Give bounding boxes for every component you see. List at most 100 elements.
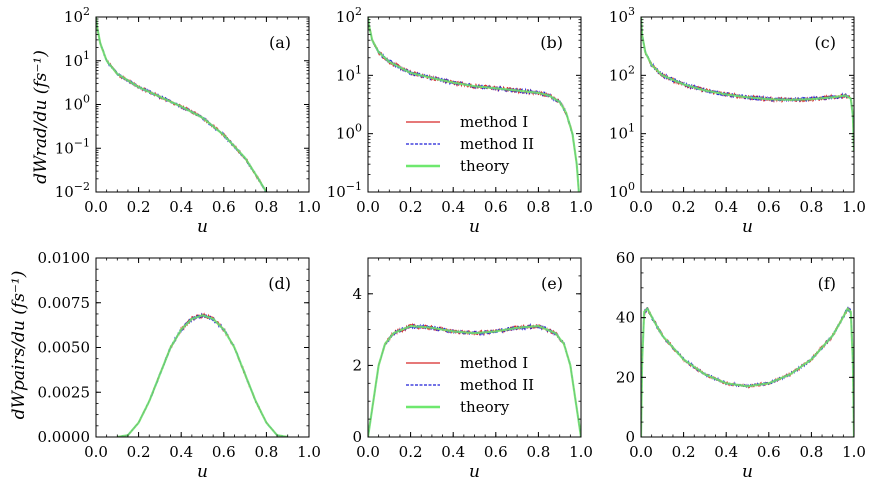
legend-item: method II xyxy=(406,135,534,153)
panel-f: 0.0 0.2 0.4 0.6 0.8 1.0 u 0 20 40 60 (f) xyxy=(616,249,866,482)
x-tick-label: 0.0 xyxy=(629,443,653,461)
series-method-2 xyxy=(117,312,288,437)
x-tick-label: 0.6 xyxy=(757,443,781,461)
x-axis-label: u xyxy=(197,462,208,482)
x-tick-label: 0.4 xyxy=(169,198,193,216)
x-tick-label: 0.8 xyxy=(526,198,550,216)
series-method-2 xyxy=(641,306,854,437)
x-tick-label: 0.2 xyxy=(399,443,423,461)
x-tick-label: 0.8 xyxy=(526,443,550,461)
x-tick-label: 0.6 xyxy=(484,443,508,461)
y-tick-label: 40 xyxy=(616,309,635,327)
series-theory xyxy=(641,17,854,152)
panel-label: (c) xyxy=(815,33,836,52)
x-tick-label: 0.6 xyxy=(757,198,781,216)
legend-item: theory xyxy=(406,157,510,175)
panel-label: (d) xyxy=(268,274,291,293)
x-tick-label: 1.0 xyxy=(842,443,866,461)
x-tick-label: 0.8 xyxy=(254,198,278,216)
x-tick-label: 0.4 xyxy=(169,443,193,461)
legend-label: method I xyxy=(460,113,528,131)
y-tick-label: 60 xyxy=(616,249,635,267)
y-tick-label: 101 xyxy=(336,63,362,84)
bottom-row-ylabel: dWpairs/du (fs⁻¹) xyxy=(9,271,29,420)
series-method-1 xyxy=(96,17,267,192)
panel-e: 0.0 0.2 0.4 0.6 0.8 1.0 u 0 2 4 (e) method I method … xyxy=(352,257,593,482)
series-theory xyxy=(117,314,288,437)
y-tick-label: 2 xyxy=(352,356,362,374)
x-tick-label: 0.4 xyxy=(441,443,465,461)
x-tick-label: 1.0 xyxy=(842,198,866,216)
x-axis-label: u xyxy=(742,462,753,482)
panel-label: (f) xyxy=(818,274,836,293)
y-tick-label: 20 xyxy=(616,368,635,386)
x-tick-label: 0.0 xyxy=(356,443,380,461)
y-tick-label: 10−1 xyxy=(327,180,362,201)
series-theory xyxy=(641,306,854,437)
y-tick-label: 0.0100 xyxy=(38,249,91,267)
legend-item: method I xyxy=(406,113,528,131)
y-tick-label: 0.0000 xyxy=(38,428,91,446)
y-tick-label: 101 xyxy=(609,122,635,143)
x-tick-label: 0.4 xyxy=(714,198,738,216)
y-tick-label: 102 xyxy=(609,63,635,84)
x-tick-label: 1.0 xyxy=(569,443,593,461)
x-tick-label: 1.0 xyxy=(297,198,321,216)
x-tick-label: 0.0 xyxy=(356,198,380,216)
y-tick-label: 0.0075 xyxy=(38,294,91,312)
y-tick-label: 101 xyxy=(64,49,90,70)
panel-label: (a) xyxy=(269,33,291,52)
x-tick-label: 0.4 xyxy=(714,443,738,461)
legend-label: method I xyxy=(460,354,528,372)
y-tick-label: 100 xyxy=(336,122,362,143)
x-tick-label: 0.2 xyxy=(127,198,151,216)
x-tick-label: 0.6 xyxy=(484,198,508,216)
x-tick-label: 0.2 xyxy=(399,198,423,216)
x-axis-label: u xyxy=(469,462,480,482)
legend-label: method II xyxy=(460,135,534,153)
legend-item: method II xyxy=(406,376,534,394)
panel-d: 0.0 0.2 0.4 0.6 0.8 1.0 u 0.0000 0.0025 0.0050 0.0… xyxy=(38,249,321,482)
legend-label: theory xyxy=(460,157,510,175)
y-tick-label: 0 xyxy=(625,428,635,446)
y-tick-label: 4 xyxy=(352,285,362,303)
series-method-1 xyxy=(117,312,288,437)
y-tick-label: 10−2 xyxy=(55,180,90,201)
x-tick-label: 0.0 xyxy=(629,198,653,216)
series-theory xyxy=(368,324,581,437)
y-tick-label: 102 xyxy=(64,5,90,26)
y-tick-label: 0.0050 xyxy=(38,339,91,357)
y-tick-label: 0 xyxy=(352,428,362,446)
x-tick-label: 0.2 xyxy=(672,198,696,216)
panel-c: 0.0 0.2 0.4 0.6 0.8 1.0 u 103 102 101 100 (c) xyxy=(609,5,866,237)
x-tick-label: 0.8 xyxy=(799,443,823,461)
y-tick-label: 100 xyxy=(64,93,90,114)
series-method-2 xyxy=(96,17,267,192)
legend-label: method II xyxy=(460,376,534,394)
x-tick-label: 0.8 xyxy=(799,198,823,216)
x-tick-label: 0.2 xyxy=(672,443,696,461)
x-tick-label: 1.0 xyxy=(297,443,321,461)
x-tick-label: 0.6 xyxy=(212,443,236,461)
x-tick-label: 0.2 xyxy=(127,443,151,461)
y-tick-label: 103 xyxy=(609,5,635,26)
panel-a: 0.0 0.2 0.4 0.6 0.8 1.0 u 102 101 100 10−1 10−2 (a) xyxy=(55,5,321,237)
y-tick-label: 10−1 xyxy=(55,136,90,157)
x-tick-label: 0.4 xyxy=(441,198,465,216)
x-tick-label: 0.0 xyxy=(84,443,108,461)
series-theory xyxy=(96,17,268,192)
panel-label: (b) xyxy=(540,33,563,52)
legend-label: theory xyxy=(460,398,510,416)
panel-b: 0.0 0.2 0.4 0.6 0.8 1.0 u 102 101 100 10−1 (b) metho… xyxy=(327,5,593,237)
x-axis-label: u xyxy=(742,217,753,237)
top-row-ylabel: dWrad/du (fs⁻¹) xyxy=(31,50,51,184)
x-tick-label: 0.6 xyxy=(212,198,236,216)
x-axis-label: u xyxy=(469,217,480,237)
legend-item: theory xyxy=(406,398,510,416)
x-tick-label: 0.0 xyxy=(84,198,108,216)
panel-label: (e) xyxy=(541,274,563,293)
x-tick-label: 0.8 xyxy=(254,443,278,461)
x-axis-label: u xyxy=(197,217,208,237)
series-theory xyxy=(368,17,580,192)
